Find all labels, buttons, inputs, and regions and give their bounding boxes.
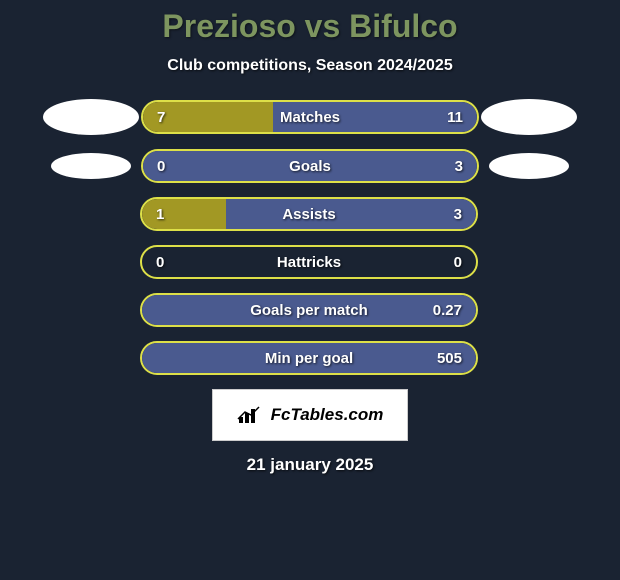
stat-label: Assists bbox=[282, 206, 335, 223]
stat-label: Hattricks bbox=[277, 254, 341, 271]
stat-bar: 0 3 Goals bbox=[141, 149, 479, 183]
stat-value-right: 0.27 bbox=[433, 302, 462, 319]
stat-fill-left bbox=[142, 199, 226, 229]
player-left-image bbox=[41, 153, 141, 179]
stat-bar: 0 0 Hattricks bbox=[140, 245, 478, 279]
stat-value-right: 3 bbox=[455, 158, 463, 175]
stat-value-left: 0 bbox=[157, 158, 165, 175]
player-left-image bbox=[41, 99, 141, 135]
stat-fill-right bbox=[226, 199, 477, 229]
brand-logo-box[interactable]: FcTables.com bbox=[212, 389, 408, 441]
stats-region: 7 11 Matches 0 3 Goals 1 3 Assists 0 0 Hattricks 0.2… bbox=[0, 99, 620, 375]
player-placeholder-icon bbox=[481, 99, 577, 135]
stat-label: Goals bbox=[289, 158, 331, 175]
chart-icon bbox=[237, 405, 265, 425]
stat-value-left: 1 bbox=[156, 206, 164, 223]
stat-value-left: 0 bbox=[156, 254, 164, 271]
player-stat-row: 7 11 Matches bbox=[0, 99, 620, 135]
stat-bar: 1 3 Assists bbox=[140, 197, 478, 231]
player-placeholder-icon bbox=[43, 99, 139, 135]
stat-value-left: 7 bbox=[157, 109, 165, 126]
player-right-image bbox=[479, 153, 579, 179]
brand-text: FcTables.com bbox=[271, 405, 384, 425]
stat-label: Matches bbox=[280, 109, 340, 126]
stat-value-right: 11 bbox=[447, 109, 463, 126]
stat-value-right: 3 bbox=[454, 206, 462, 223]
player-stat-row: 0 3 Goals bbox=[0, 149, 620, 183]
brand-logo: FcTables.com bbox=[237, 405, 384, 425]
infographic-container: Prezioso vs Bifulco Club competitions, S… bbox=[0, 0, 620, 580]
season-subtitle: Club competitions, Season 2024/2025 bbox=[0, 57, 620, 75]
comparison-title: Prezioso vs Bifulco bbox=[0, 8, 620, 45]
player-placeholder-icon bbox=[489, 153, 569, 179]
stat-value-right: 0 bbox=[454, 254, 462, 271]
stat-label: Min per goal bbox=[265, 350, 353, 367]
date-text: 21 january 2025 bbox=[0, 455, 620, 475]
player-right-image bbox=[479, 99, 579, 135]
stat-label: Goals per match bbox=[250, 302, 368, 319]
stat-bar: 505 Min per goal bbox=[140, 341, 478, 375]
stat-bar: 0.27 Goals per match bbox=[140, 293, 478, 327]
stat-value-right: 505 bbox=[437, 350, 462, 367]
stat-bar: 7 11 Matches bbox=[141, 100, 479, 134]
player-placeholder-icon bbox=[51, 153, 131, 179]
